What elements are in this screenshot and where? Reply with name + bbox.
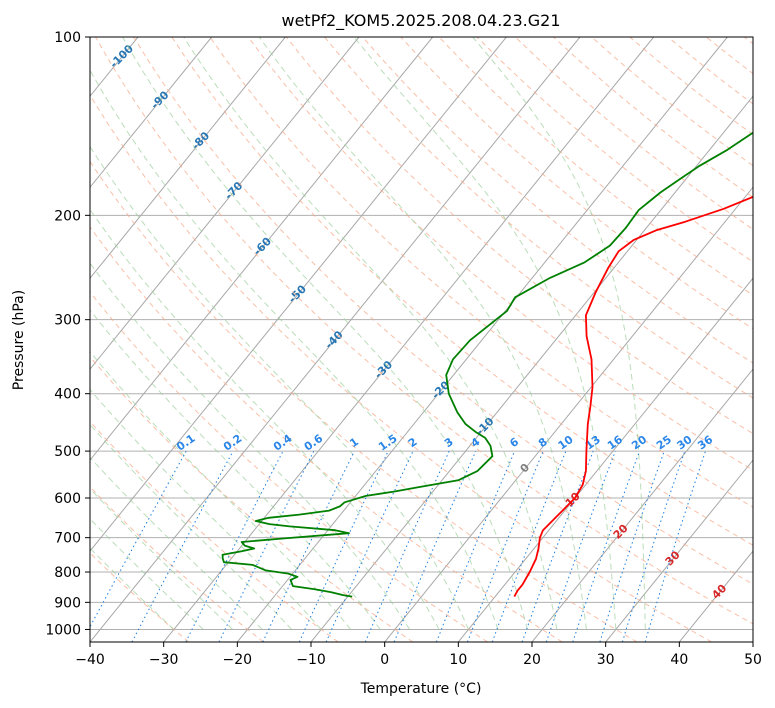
y-tick-label: 600 [54, 491, 81, 507]
mixing-ratio-line [298, 450, 389, 642]
y-tick-label: 500 [54, 444, 81, 460]
mixing-ratio-line [572, 450, 641, 642]
temperature-profile [513, 195, 753, 598]
x-tick-label: 40 [670, 652, 688, 668]
y-tick-label: 700 [54, 531, 81, 547]
y-tick-label: 200 [54, 208, 81, 224]
moist-adiabat [90, 547, 175, 630]
isotherm-line [90, 37, 213, 189]
x-tick-label: 20 [523, 652, 541, 668]
isotherm-line [531, 368, 753, 642]
moist-adiabat [90, 350, 351, 630]
x-tick-label: −20 [223, 652, 253, 668]
moist-adiabat [258, 37, 587, 630]
isotherm-line [90, 37, 286, 280]
x-tick-label: 0 [380, 652, 389, 668]
moist-adiabat [183, 37, 558, 630]
moist-adiabat [90, 262, 411, 630]
mixing-ratio-line [325, 450, 414, 642]
dewpoint-profile [221, 131, 753, 598]
sounding-profiles [221, 131, 753, 598]
dry-adiabat [438, 37, 753, 296]
x-axis-title: Temperature (°C) [360, 681, 482, 697]
moist-adiabat [90, 488, 234, 630]
y-tick-label: 100 [54, 30, 81, 46]
isotherm-line [384, 186, 753, 642]
mixing-ratio-line [262, 450, 355, 642]
mixing-ratio-line [491, 450, 567, 642]
isotherm-line [90, 37, 581, 642]
dry-adiabat [133, 37, 753, 585]
isotherm-line [90, 37, 507, 552]
mixing-ratio-line [131, 450, 234, 642]
dry-adiabat [90, 355, 414, 642]
moist-adiabat [90, 309, 381, 630]
x-tick-label: −40 [75, 652, 105, 668]
dry-adiabat [90, 291, 488, 642]
dry-adiabat [324, 37, 753, 399]
y-tick-label: 400 [54, 387, 81, 403]
isotherm-line [236, 37, 728, 642]
plot-area: -100-90-80-70-60-50-40-30-20-10010203040… [90, 37, 753, 642]
dry-adiabat [90, 552, 190, 642]
isotherm-line [310, 95, 753, 642]
isotherm-line [90, 37, 434, 461]
dry-adiabat [95, 37, 753, 625]
y-tick-label: 300 [54, 313, 81, 329]
x-tick-label: 50 [744, 652, 762, 668]
dry-adiabats [90, 37, 753, 642]
moist-adiabat [353, 37, 617, 630]
dry-adiabat [171, 37, 753, 546]
isotherm-line [605, 459, 753, 642]
y-axis-title: Pressure (hPa) [11, 290, 27, 390]
plot-frame [89, 36, 754, 643]
x-tick-label: −10 [296, 652, 326, 668]
x-tick-label: −30 [149, 652, 179, 668]
mixing-ratio-line [467, 450, 544, 642]
dry-adiabat [90, 160, 638, 642]
y-axis: 100 200 300 400 500 600 700 800 900 1000 [45, 30, 90, 638]
y-tick-label: 1000 [45, 622, 81, 638]
x-axis: −40 −30 −20 −10 0 10 20 30 40 50 [75, 642, 762, 668]
y-tick-label: 800 [54, 565, 81, 581]
dry-adiabat [362, 37, 753, 364]
moist-adiabat [90, 69, 499, 630]
moist-adiabats [90, 37, 646, 630]
x-tick-label: 10 [449, 652, 467, 668]
dry-adiabat [90, 94, 712, 642]
moist-adiabat [472, 37, 646, 630]
dry-adiabat [247, 37, 753, 471]
chart-title: wetPf2_KOM5.2025.208.04.23.G21 [281, 11, 560, 31]
dry-adiabat [209, 37, 753, 508]
mixing-ratio-line [599, 450, 665, 642]
x-tick-label: 30 [597, 652, 615, 668]
mixing-ratio-line [644, 450, 706, 642]
dry-adiabat [90, 486, 264, 642]
moist-adiabat [90, 518, 204, 630]
moist-adiabat [90, 208, 440, 630]
moist-adiabat [90, 145, 469, 630]
mixing-ratio-line [621, 450, 686, 642]
y-tick-label: 900 [54, 595, 81, 611]
